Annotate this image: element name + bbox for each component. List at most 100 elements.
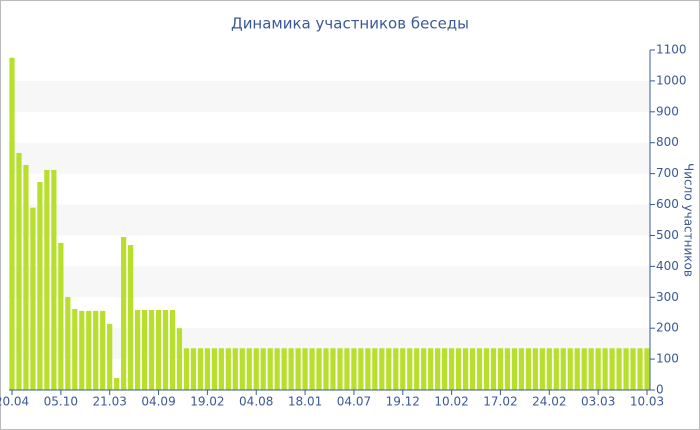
bar: [16, 152, 22, 390]
bar: [330, 348, 336, 390]
bar: [316, 348, 322, 390]
bar: [253, 348, 259, 390]
bar: [169, 309, 176, 390]
bar: [574, 348, 580, 390]
bar: [155, 309, 162, 390]
bar: [511, 348, 518, 390]
bar: [9, 57, 15, 391]
bar: [162, 309, 169, 390]
grid-band: [9, 266, 650, 298]
x-tick-label: 04.09: [141, 395, 175, 409]
bar: [148, 309, 155, 390]
bar: [365, 348, 371, 390]
y-tick-label: 1000: [656, 73, 687, 87]
y-tick-label: 700: [656, 166, 679, 180]
bar: [344, 348, 350, 390]
chart-title: Динамика участников беседы: [231, 15, 469, 33]
bands: [9, 80, 650, 360]
x-tick-label: 19.12: [386, 395, 420, 409]
bar: [435, 348, 441, 390]
bar: [30, 207, 36, 390]
bar: [630, 348, 636, 390]
y-tick-label: 1100: [656, 43, 687, 57]
bar: [65, 296, 71, 390]
x-tick-label: 24.02: [532, 395, 566, 409]
y-tick-label: 300: [656, 290, 679, 304]
bar: [58, 242, 64, 390]
bar: [386, 348, 392, 390]
bar: [490, 348, 497, 390]
bar: [37, 181, 43, 390]
bar: [23, 164, 29, 390]
bar: [567, 348, 573, 390]
y-tick-label: 400: [656, 259, 679, 273]
bar: [616, 348, 622, 390]
bar: [595, 348, 601, 390]
bar: [449, 348, 455, 390]
y-tick-label: 500: [656, 228, 679, 242]
y-axis-label: Число участников: [682, 163, 696, 277]
bar: [225, 348, 231, 390]
bar: [267, 348, 273, 390]
bar: [504, 348, 511, 390]
bar: [260, 348, 266, 390]
bar: [100, 310, 106, 390]
x-tick-label: 18.01: [288, 395, 322, 409]
bar: [239, 348, 245, 390]
bar: [337, 348, 343, 390]
bar: [455, 348, 462, 390]
bar: [183, 348, 190, 390]
bar: [442, 348, 448, 390]
bar: [135, 309, 141, 390]
bar: [644, 348, 650, 390]
bar: [546, 348, 552, 390]
bar: [428, 348, 434, 390]
bar: [609, 348, 615, 390]
x-tick-label: 10.03: [630, 395, 664, 409]
bar: [323, 348, 329, 390]
bar: [295, 348, 301, 390]
bar: [588, 348, 594, 390]
bar: [602, 348, 608, 390]
bar: [281, 348, 287, 390]
grid-band: [9, 142, 650, 174]
bar: [553, 348, 559, 390]
bar: [93, 310, 99, 390]
bar: [141, 309, 148, 390]
bar: [44, 169, 50, 390]
bar: [532, 348, 538, 390]
x-tick-label: 20.04: [0, 395, 29, 409]
bar: [518, 348, 524, 390]
y-tick-label: 600: [656, 197, 679, 211]
bar: [379, 348, 385, 390]
bar: [483, 348, 490, 390]
bar: [72, 309, 78, 390]
bar: [128, 245, 134, 390]
bar: [497, 348, 504, 390]
bar: [176, 328, 183, 390]
bar: [525, 348, 531, 390]
bar: [51, 169, 57, 390]
bar: [79, 310, 85, 390]
bar: [107, 323, 113, 390]
bar: [246, 348, 252, 390]
bar: [637, 348, 643, 390]
y-tick-label: 800: [656, 135, 679, 149]
bar: [400, 348, 406, 390]
bar: [204, 348, 210, 390]
bar: [114, 377, 120, 390]
x-tick-label: 05.10: [44, 395, 78, 409]
bar: [539, 348, 545, 390]
bar: [309, 348, 315, 390]
bar: [218, 348, 224, 390]
bar: [351, 348, 357, 390]
bar: [623, 348, 629, 390]
x-tick-label: 21.03: [93, 395, 127, 409]
bar: [469, 348, 476, 390]
bar: [190, 348, 197, 390]
bar: [302, 348, 308, 390]
x-tick-label: 04.07: [337, 395, 371, 409]
y-tick-label: 200: [656, 321, 679, 335]
